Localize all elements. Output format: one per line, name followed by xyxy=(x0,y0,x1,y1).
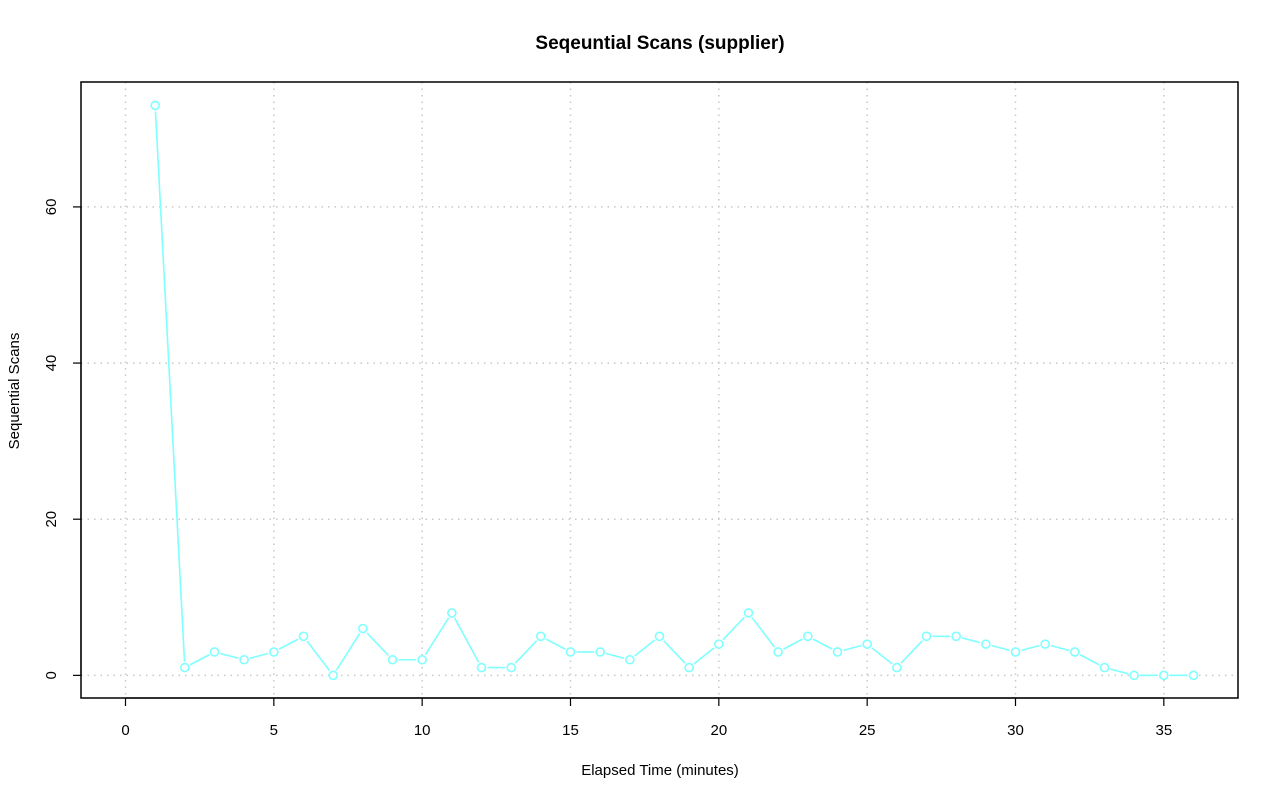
data-point xyxy=(417,654,427,665)
data-point xyxy=(743,608,754,618)
axis-layer: 0 5 10 15 20 25 30 35 0 20 40 60 xyxy=(43,199,1172,739)
data-point xyxy=(625,654,635,665)
series-line-segment xyxy=(366,632,389,656)
y-tick-label: 60 xyxy=(43,199,60,216)
series-line-segment xyxy=(605,652,625,659)
series-line-segment xyxy=(1079,654,1100,666)
series-line-segment xyxy=(335,633,361,671)
data-point xyxy=(536,631,546,642)
series-line-segment xyxy=(843,644,862,652)
series-layer xyxy=(150,100,1199,681)
series-line-segment xyxy=(961,637,981,644)
data-point xyxy=(1040,639,1050,649)
data-point xyxy=(298,631,309,642)
series-line-segment xyxy=(453,617,480,663)
series-line-segment xyxy=(812,638,833,650)
data-point xyxy=(358,623,368,634)
series-line-segment xyxy=(514,640,538,664)
series-line-segment xyxy=(693,647,715,665)
data-point xyxy=(684,662,694,673)
data-point xyxy=(387,654,398,665)
plot-frame xyxy=(80,81,1239,699)
y-tick-label: 40 xyxy=(43,355,60,372)
data-point xyxy=(447,608,457,618)
data-point xyxy=(832,647,843,657)
series-line-segment xyxy=(634,639,656,657)
data-point xyxy=(1188,670,1199,681)
data-point xyxy=(239,654,249,665)
series-line-segment xyxy=(545,638,566,650)
x-tick-label: 20 xyxy=(710,722,727,739)
grid-layer xyxy=(81,82,1238,698)
series-line-segment xyxy=(722,616,745,641)
series-line-segment xyxy=(1050,644,1070,652)
data-point xyxy=(1010,647,1021,657)
y-tick-label: 20 xyxy=(43,511,60,528)
series-line-segment xyxy=(306,640,331,672)
x-axis-label: Elapsed Time (minutes) xyxy=(581,762,739,779)
series-line-segment xyxy=(278,638,299,650)
series-line-segment xyxy=(991,644,1010,652)
x-tick-label: 25 xyxy=(859,722,876,739)
data-point xyxy=(803,631,813,642)
y-axis-label: Sequential Scans xyxy=(6,333,23,450)
series-line-segment xyxy=(249,652,269,659)
series-line-segment xyxy=(189,654,210,666)
y-tick-label: 0 xyxy=(43,671,60,679)
x-tick-label: 5 xyxy=(270,722,278,739)
data-point xyxy=(565,647,576,657)
series-line-segment xyxy=(663,640,686,664)
data-point xyxy=(595,647,605,657)
data-point xyxy=(328,670,338,681)
x-tick-label: 15 xyxy=(562,722,579,739)
data-point xyxy=(1129,670,1139,681)
data-point xyxy=(476,662,487,673)
data-point xyxy=(921,631,932,642)
data-point xyxy=(981,639,991,649)
series-line-segment xyxy=(751,617,776,648)
data-point xyxy=(951,631,961,642)
data-point xyxy=(209,647,220,657)
data-point xyxy=(1070,647,1080,657)
data-point xyxy=(862,639,872,649)
data-point xyxy=(1159,670,1169,681)
x-tick-label: 35 xyxy=(1155,722,1172,739)
data-point xyxy=(1099,662,1110,673)
data-point xyxy=(714,639,724,649)
series-line-segment xyxy=(900,640,923,664)
series-line-segment xyxy=(1021,644,1040,652)
data-point xyxy=(892,662,902,673)
data-point xyxy=(150,100,160,111)
data-point xyxy=(773,647,783,657)
series-line-segment xyxy=(1110,668,1129,675)
data-point xyxy=(180,662,190,673)
x-tick-label: 10 xyxy=(414,722,431,739)
series-line-segment xyxy=(783,638,803,650)
series-line-segment xyxy=(220,652,239,659)
series-line-segment xyxy=(424,617,450,656)
series-line-segment xyxy=(871,647,893,665)
x-tick-label: 0 xyxy=(121,722,129,739)
chart-title: Seqeuntial Scans (supplier) xyxy=(535,33,784,54)
data-point xyxy=(269,647,279,657)
x-tick-label: 30 xyxy=(1007,722,1024,739)
data-point xyxy=(654,631,665,642)
data-point xyxy=(506,662,516,673)
series-line-segment xyxy=(154,111,186,662)
